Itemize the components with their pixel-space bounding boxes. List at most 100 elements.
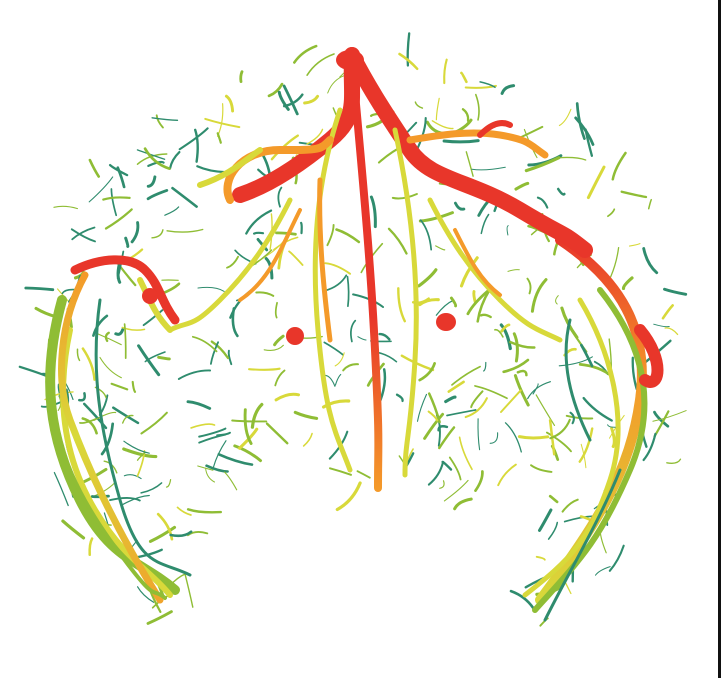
capillary-segment bbox=[282, 93, 304, 108]
capillary-segment bbox=[122, 447, 158, 459]
capillary-segment bbox=[442, 139, 480, 144]
capillary-segment bbox=[549, 418, 571, 440]
capillary-segment bbox=[524, 156, 561, 173]
capillary-segment bbox=[255, 291, 275, 297]
capillary-segment bbox=[504, 422, 522, 453]
capillary-segment bbox=[502, 358, 530, 374]
capillary-segment bbox=[155, 114, 164, 129]
capillary-segment bbox=[156, 512, 174, 541]
capillary-segment bbox=[451, 365, 481, 386]
capillary-segment bbox=[414, 101, 424, 109]
capillary-segment bbox=[267, 82, 284, 98]
capillary-segment bbox=[435, 299, 455, 316]
capillary-segment bbox=[186, 400, 212, 410]
capillary-segment bbox=[82, 402, 108, 430]
capillary-segment bbox=[584, 128, 594, 157]
capillary-segment bbox=[178, 127, 209, 151]
capillary-segment bbox=[169, 530, 193, 538]
capillary-segment bbox=[530, 278, 548, 313]
capillary-segment bbox=[547, 521, 559, 540]
capillary-segment bbox=[231, 419, 268, 423]
capillary-segment bbox=[78, 392, 87, 402]
capillary-segment bbox=[416, 393, 428, 422]
capillary-segment bbox=[480, 213, 490, 235]
capillary-segment bbox=[53, 205, 79, 210]
capillary-segment bbox=[536, 196, 549, 209]
capillary-segment bbox=[123, 323, 127, 359]
capillary-segment bbox=[530, 464, 553, 473]
capillary-segment bbox=[146, 175, 157, 188]
capillary-segment bbox=[611, 151, 627, 181]
capillary-segment bbox=[459, 256, 479, 288]
capillary-segment bbox=[253, 231, 265, 235]
capillary-segment bbox=[166, 228, 204, 233]
capillary-segment bbox=[438, 426, 456, 450]
capillary-segment bbox=[165, 479, 172, 488]
capillary-segment bbox=[449, 296, 458, 308]
capillary-segment bbox=[474, 470, 484, 492]
capillary-segment bbox=[435, 245, 446, 251]
capillary-segment bbox=[489, 432, 499, 444]
capillary-segment bbox=[477, 418, 481, 451]
capillary-segment bbox=[90, 494, 110, 499]
capillary-segment bbox=[198, 433, 227, 444]
capillary-segment bbox=[71, 226, 96, 241]
capillary-segment bbox=[506, 225, 509, 236]
capillary-segment bbox=[70, 228, 96, 243]
capillary-segment bbox=[545, 431, 572, 453]
image-border bbox=[718, 0, 721, 678]
capillary-segment bbox=[263, 344, 284, 351]
capillary-segment bbox=[563, 515, 595, 523]
capillary-segment bbox=[447, 380, 465, 393]
capillary-segment bbox=[108, 163, 129, 177]
capillary-mesh bbox=[18, 32, 688, 627]
capillary-segment bbox=[586, 165, 606, 200]
capillary-segment bbox=[610, 426, 616, 448]
capillary-segment bbox=[143, 147, 171, 170]
capillary-segment bbox=[555, 295, 559, 305]
main-trunk-vessels bbox=[167, 47, 593, 492]
capillary-segment bbox=[88, 158, 100, 178]
capillary-segment bbox=[631, 356, 638, 391]
capillary-segment bbox=[607, 424, 618, 428]
capillary-segment bbox=[212, 440, 227, 469]
capillary-segment bbox=[526, 277, 532, 295]
capillary-segment bbox=[569, 411, 575, 425]
capillary-segment bbox=[575, 102, 586, 140]
capillary-segment bbox=[479, 81, 496, 89]
capillary-segment bbox=[146, 610, 173, 625]
capillary-segment bbox=[224, 471, 238, 491]
capillary-segment bbox=[217, 453, 254, 466]
capillary-segment bbox=[88, 537, 94, 557]
capillary-segment bbox=[378, 332, 391, 341]
capillary-segment bbox=[205, 464, 229, 473]
capillary-segment bbox=[277, 90, 290, 111]
capillary-segment bbox=[53, 471, 69, 507]
capillary-segment bbox=[288, 250, 304, 266]
capillary-segment bbox=[465, 151, 474, 177]
capillary-segment bbox=[140, 411, 168, 435]
capillary-segment bbox=[334, 352, 345, 367]
capillary-segment bbox=[535, 555, 546, 561]
capillary-segment bbox=[136, 451, 146, 461]
capillary-segment bbox=[500, 84, 516, 95]
capillary-segment bbox=[460, 71, 468, 84]
capillary-segment bbox=[210, 341, 219, 365]
capillary-segment bbox=[194, 128, 199, 163]
capillary-segment bbox=[595, 566, 611, 576]
capillary-segment bbox=[556, 187, 566, 196]
capillary-segment bbox=[574, 116, 595, 146]
capillary-segment bbox=[435, 97, 440, 121]
capillary-segment bbox=[423, 412, 445, 440]
capillary-segment bbox=[509, 589, 535, 610]
capillary-segment bbox=[628, 243, 641, 247]
capillary-segment bbox=[248, 367, 281, 371]
capillary-segment bbox=[99, 356, 122, 379]
capillary-segment bbox=[475, 93, 480, 121]
capillary-segment bbox=[61, 519, 86, 540]
capillary-segment bbox=[474, 385, 508, 400]
capillary-segment bbox=[580, 343, 594, 368]
capillary-segment bbox=[325, 374, 336, 387]
